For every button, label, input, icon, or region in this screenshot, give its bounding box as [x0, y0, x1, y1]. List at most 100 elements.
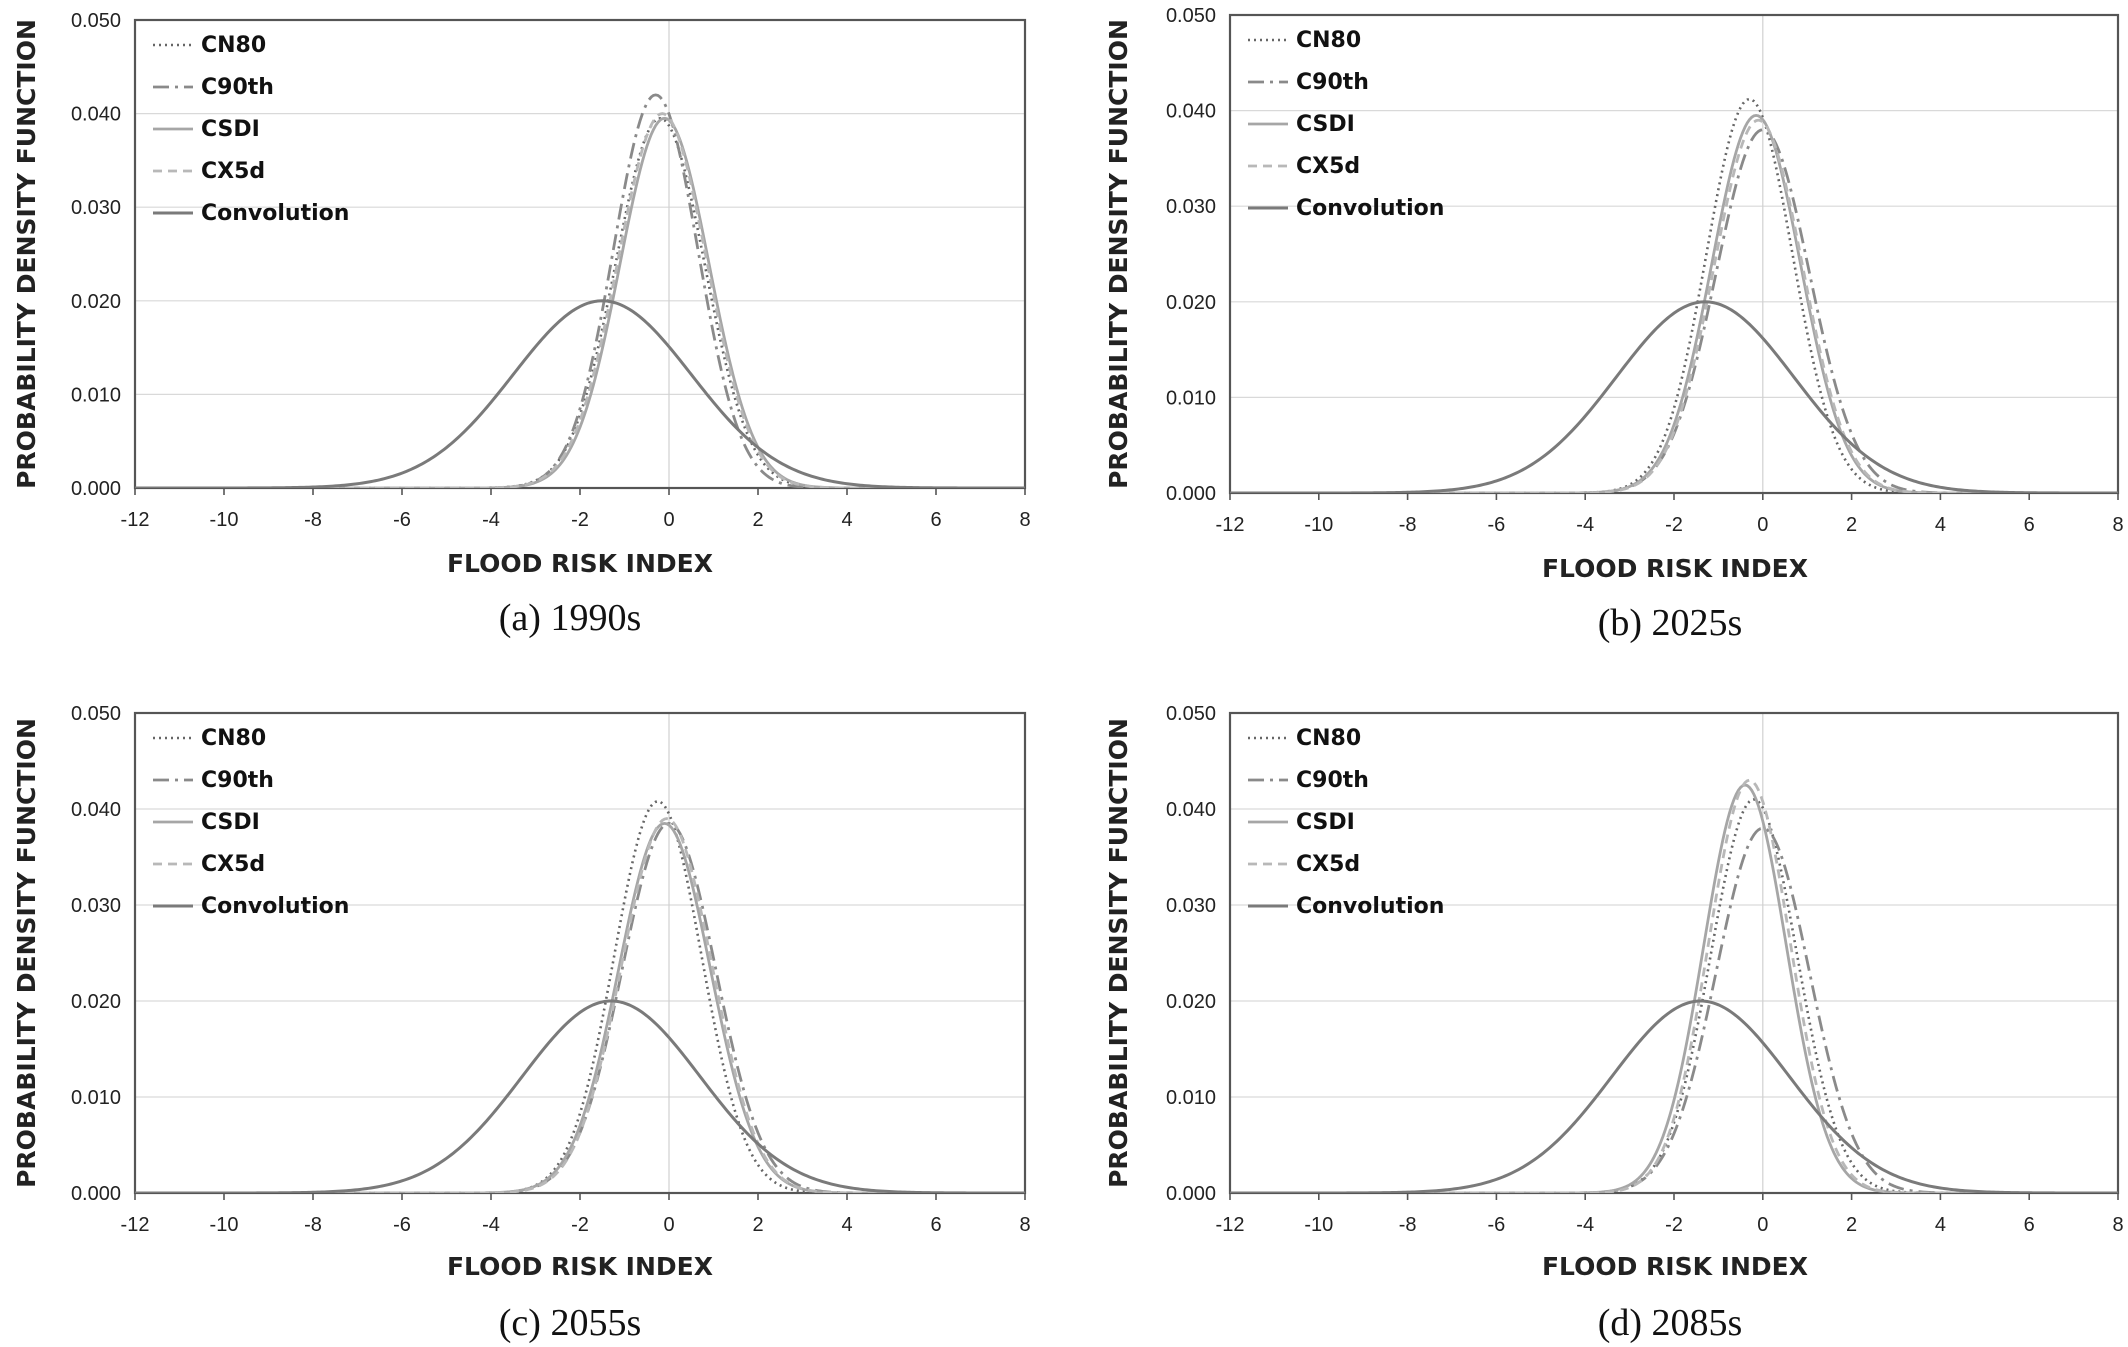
legend-label-cn80: CN80	[201, 33, 266, 58]
x-tick-label: 6	[2024, 1214, 2035, 1236]
x-tick-label: -2	[1665, 1214, 1683, 1236]
y-tick-label: 0.020	[1166, 292, 1216, 314]
legend-label-csdi: CSDI	[1296, 810, 1355, 835]
y-tick-label: 0.030	[71, 895, 121, 917]
series-line-csdi	[135, 821, 1025, 1193]
x-tick-label: -12	[121, 509, 150, 531]
x-tick-label: 8	[2112, 1214, 2123, 1236]
chart-panel-4: 0.000 0.010 0.020 0.030 0.040 0.050 -12 -10 -8 -6…	[1104, 703, 2124, 1344]
x-tick-label: 8	[1019, 509, 1030, 531]
legend-label-c90th: C90th	[1296, 70, 1369, 95]
legend-label-convolution: Convolution	[201, 894, 349, 919]
x-tick-label: 4	[841, 1214, 852, 1236]
series-line-cx5d	[1230, 118, 2118, 493]
y-tick-label: 0.020	[71, 991, 121, 1013]
x-tick-label: 6	[930, 1214, 941, 1236]
legend-label-convolution: Convolution	[1296, 894, 1444, 919]
x-tick-label: -8	[1399, 1214, 1417, 1236]
x-tick-label: -10	[1304, 1214, 1333, 1236]
x-tick-label: 8	[1019, 1214, 1030, 1236]
x-tick-label: -4	[482, 509, 500, 531]
panel-caption: (b) 2025s	[1598, 602, 1743, 644]
series-line-convolution	[1230, 300, 2118, 493]
legend-label-cx5d: CX5d	[201, 159, 265, 184]
y-tick-label: 0.040	[71, 104, 121, 126]
x-tick-label: 6	[2024, 514, 2035, 536]
x-tick-label: 2	[752, 509, 763, 531]
panel-caption: (d) 2085s	[1598, 1302, 1743, 1344]
legend-label-convolution: Convolution	[201, 201, 349, 226]
y-tick-label: 0.030	[1166, 196, 1216, 218]
y-tick-label: 0.020	[1166, 991, 1216, 1013]
x-tick-label: -10	[210, 1214, 239, 1236]
x-tick-label: -6	[1488, 514, 1506, 536]
legend-label-csdi: CSDI	[201, 810, 260, 835]
x-tick-label: 0	[663, 509, 674, 531]
legend-label-cx5d: CX5d	[201, 852, 265, 877]
legend-label-csdi: CSDI	[1296, 112, 1355, 137]
x-tick-label: -6	[1488, 1214, 1506, 1236]
series-line-cn80	[135, 116, 1025, 488]
x-tick-label: 4	[1935, 514, 1946, 536]
y-tick-label: 0.050	[1166, 5, 1216, 27]
panel-caption: (c) 2055s	[499, 1302, 641, 1344]
y-axis-title: PROBABILITY DENSITY FUNCTION	[12, 19, 41, 489]
y-tick-label: 0.000	[71, 1183, 121, 1205]
x-tick-label: -4	[482, 1214, 500, 1236]
x-tick-label: 4	[1935, 1214, 1946, 1236]
x-tick-label: -8	[304, 1214, 322, 1236]
y-tick-label: 0.000	[1166, 483, 1216, 505]
y-tick-label: 0.010	[1166, 387, 1216, 409]
y-tick-label: 0.030	[71, 197, 121, 219]
series-line-c90th	[135, 93, 1025, 488]
x-tick-label: -4	[1576, 1214, 1594, 1236]
x-tick-label: -12	[1216, 514, 1245, 536]
x-tick-label: -8	[1399, 514, 1417, 536]
x-tick-label: 6	[930, 509, 941, 531]
x-axis-title: FLOOD RISK INDEX	[1542, 1252, 1808, 1281]
x-tick-label: 8	[2112, 514, 2123, 536]
x-tick-label: -2	[571, 509, 589, 531]
x-tick-label: -6	[393, 1214, 411, 1236]
series-line-csdi	[1230, 113, 2118, 493]
x-tick-label: 2	[1846, 1214, 1857, 1236]
legend-label-c90th: C90th	[201, 768, 274, 793]
series-line-cx5d	[1230, 778, 2118, 1193]
y-tick-label: 0.010	[1166, 1087, 1216, 1109]
series-line-csdi	[135, 116, 1025, 488]
x-tick-label: -12	[121, 1214, 150, 1236]
y-tick-label: 0.050	[71, 703, 121, 725]
x-tick-label: -10	[210, 509, 239, 531]
x-axis-title: FLOOD RISK INDEX	[447, 1252, 713, 1281]
x-tick-label: 0	[1757, 514, 1768, 536]
series-line-csdi	[1230, 783, 2118, 1193]
series-line-c90th	[135, 821, 1025, 1193]
y-tick-label: 0.010	[71, 1087, 121, 1109]
x-tick-label: 2	[752, 1214, 763, 1236]
x-tick-label: 2	[1846, 514, 1857, 536]
legend-label-cx5d: CX5d	[1296, 852, 1360, 877]
y-axis-title: PROBABILITY DENSITY FUNCTION	[12, 718, 41, 1188]
y-tick-label: 0.030	[1166, 895, 1216, 917]
series-line-c90th	[1230, 826, 2118, 1193]
y-tick-label: 0.000	[1166, 1183, 1216, 1205]
y-axis-title: PROBABILITY DENSITY FUNCTION	[1104, 19, 1133, 489]
x-axis-title: FLOOD RISK INDEX	[1542, 554, 1808, 583]
legend-label-convolution: Convolution	[1296, 196, 1444, 221]
y-tick-label: 0.010	[71, 384, 121, 406]
x-tick-label: -10	[1304, 514, 1333, 536]
y-axis-title: PROBABILITY DENSITY FUNCTION	[1104, 718, 1133, 1188]
y-tick-label: 0.020	[71, 291, 121, 313]
y-tick-label: 0.040	[1166, 101, 1216, 123]
y-tick-label: 0.050	[71, 10, 121, 32]
y-tick-label: 0.040	[71, 799, 121, 821]
legend-label-cn80: CN80	[1296, 28, 1361, 53]
legend-label-cn80: CN80	[1296, 726, 1361, 751]
x-tick-label: 0	[663, 1214, 674, 1236]
x-tick-label: -12	[1216, 1214, 1245, 1236]
x-tick-label: -2	[571, 1214, 589, 1236]
series-line-convolution	[135, 299, 1025, 488]
x-tick-label: 4	[841, 509, 852, 531]
x-tick-label: -6	[393, 509, 411, 531]
